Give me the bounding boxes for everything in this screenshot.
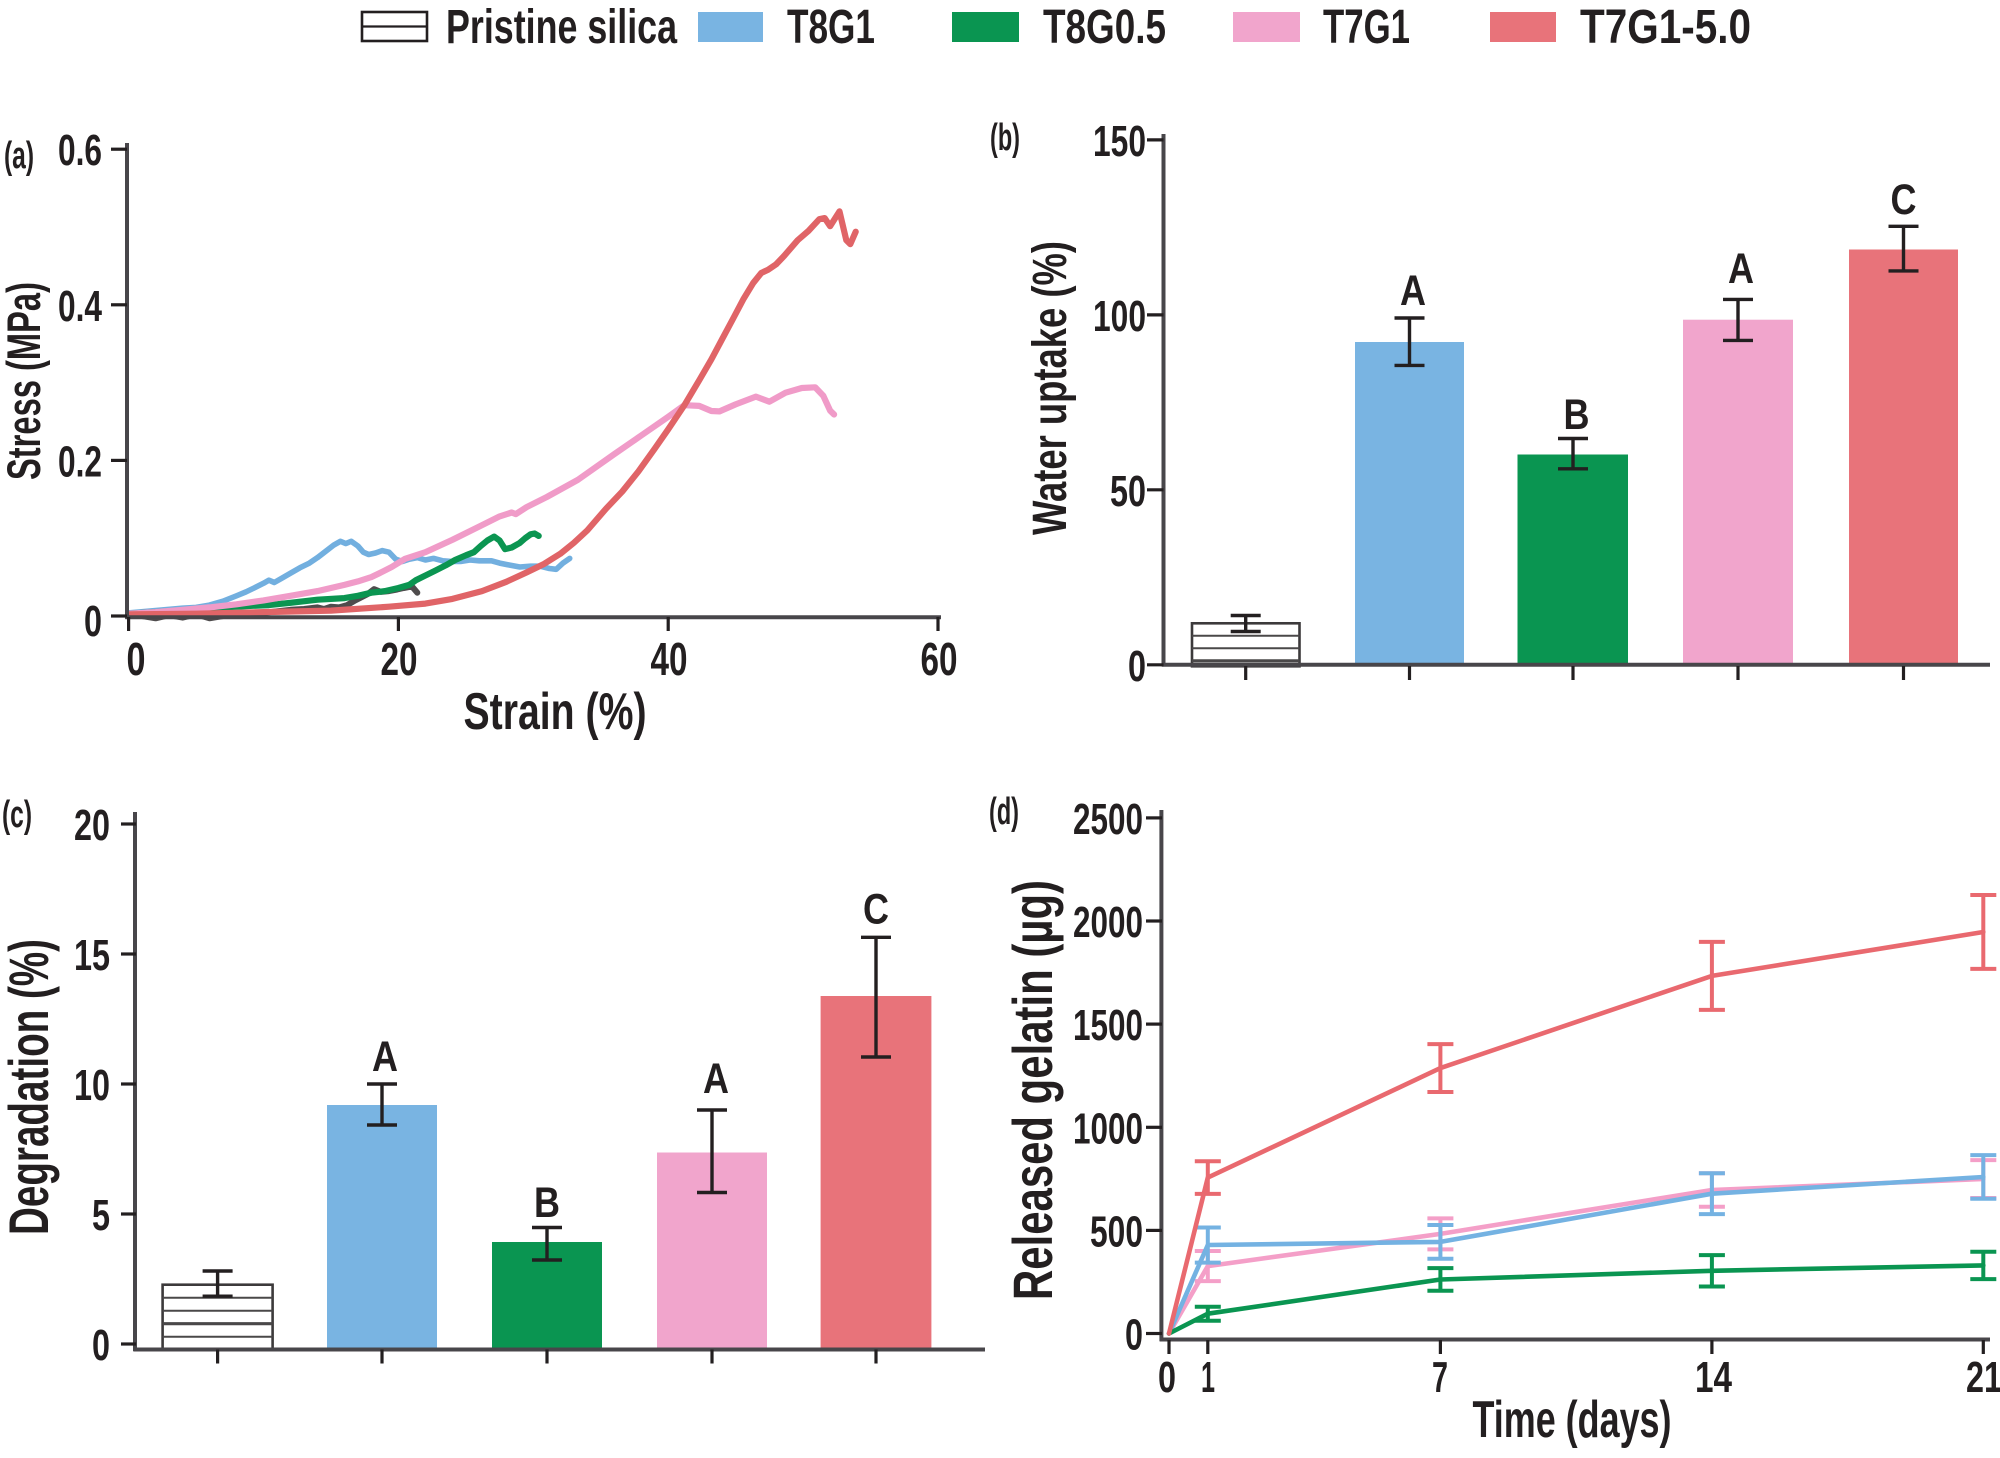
- svg-text:0: 0: [84, 597, 102, 646]
- svg-text:2000: 2000: [1073, 898, 1143, 947]
- svg-text:21: 21: [1966, 1353, 2000, 1402]
- svg-text:Stress (MPa): Stress (MPa): [0, 282, 50, 480]
- svg-text:Degradation (%): Degradation (%): [0, 939, 60, 1235]
- svg-text:40: 40: [651, 633, 688, 685]
- svg-text:A: A: [1728, 245, 1754, 293]
- svg-text:0: 0: [92, 1321, 110, 1370]
- svg-text:0.6: 0.6: [58, 126, 102, 175]
- svg-text:B: B: [1564, 391, 1590, 439]
- svg-text:0: 0: [1128, 642, 1146, 691]
- svg-text:A: A: [372, 1033, 398, 1081]
- svg-text:500: 500: [1090, 1207, 1143, 1256]
- svg-text:(a): (a): [4, 135, 34, 177]
- svg-text:C: C: [1891, 176, 1917, 224]
- svg-text:0: 0: [1158, 1353, 1176, 1402]
- svg-text:Pristine silica: Pristine silica: [446, 1, 677, 54]
- svg-text:5: 5: [92, 1191, 110, 1240]
- svg-text:15: 15: [74, 931, 110, 980]
- svg-text:T8G1: T8G1: [787, 1, 875, 54]
- svg-text:0.4: 0.4: [58, 282, 102, 331]
- svg-text:7: 7: [1432, 1353, 1448, 1402]
- svg-text:20: 20: [381, 633, 418, 685]
- svg-text:Released gelatin (µg): Released gelatin (µg): [1001, 880, 1064, 1300]
- svg-text:1: 1: [1201, 1353, 1215, 1402]
- svg-text:(b): (b): [990, 117, 1020, 159]
- svg-text:20: 20: [74, 801, 110, 850]
- svg-text:T7G1: T7G1: [1323, 1, 1410, 54]
- svg-text:14: 14: [1695, 1353, 1732, 1402]
- svg-text:Strain (%): Strain (%): [464, 683, 647, 741]
- svg-text:50: 50: [1110, 467, 1146, 516]
- svg-text:2500: 2500: [1073, 795, 1143, 844]
- svg-text:0.2: 0.2: [58, 437, 102, 486]
- svg-text:Water uptake (%): Water uptake (%): [1024, 241, 1077, 535]
- svg-text:1000: 1000: [1073, 1104, 1143, 1153]
- svg-text:0: 0: [1125, 1311, 1143, 1360]
- svg-text:Time (days): Time (days): [1473, 1391, 1672, 1449]
- svg-text:(c): (c): [2, 794, 32, 836]
- svg-text:150: 150: [1093, 117, 1146, 166]
- svg-text:10: 10: [74, 1061, 110, 1110]
- svg-text:(d): (d): [989, 791, 1019, 833]
- svg-text:C: C: [863, 886, 889, 934]
- svg-text:T8G0.5: T8G0.5: [1043, 1, 1166, 54]
- svg-text:100: 100: [1093, 292, 1146, 341]
- svg-text:A: A: [703, 1055, 729, 1103]
- svg-text:1500: 1500: [1073, 1001, 1143, 1050]
- svg-text:B: B: [534, 1179, 560, 1227]
- svg-text:0: 0: [127, 633, 146, 685]
- svg-text:T7G1-5.0: T7G1-5.0: [1580, 1, 1751, 54]
- svg-text:60: 60: [921, 633, 958, 685]
- svg-text:A: A: [1400, 267, 1426, 315]
